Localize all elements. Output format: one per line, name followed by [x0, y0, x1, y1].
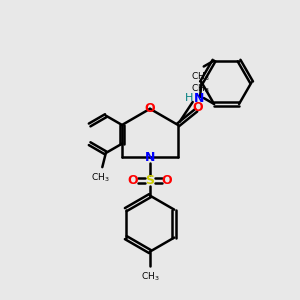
Text: N: N	[194, 92, 205, 105]
Text: CH$_3$: CH$_3$	[141, 271, 159, 283]
Text: O: O	[145, 102, 155, 115]
Text: N: N	[145, 151, 155, 164]
Text: O: O	[162, 174, 172, 187]
Text: O: O	[128, 174, 138, 187]
Text: S: S	[146, 174, 154, 187]
Text: O: O	[193, 101, 203, 114]
Text: CH$_3$: CH$_3$	[190, 70, 209, 83]
Text: CH$_3$: CH$_3$	[190, 82, 209, 94]
Text: CH$_3$: CH$_3$	[91, 171, 110, 184]
Text: H: H	[185, 94, 193, 103]
